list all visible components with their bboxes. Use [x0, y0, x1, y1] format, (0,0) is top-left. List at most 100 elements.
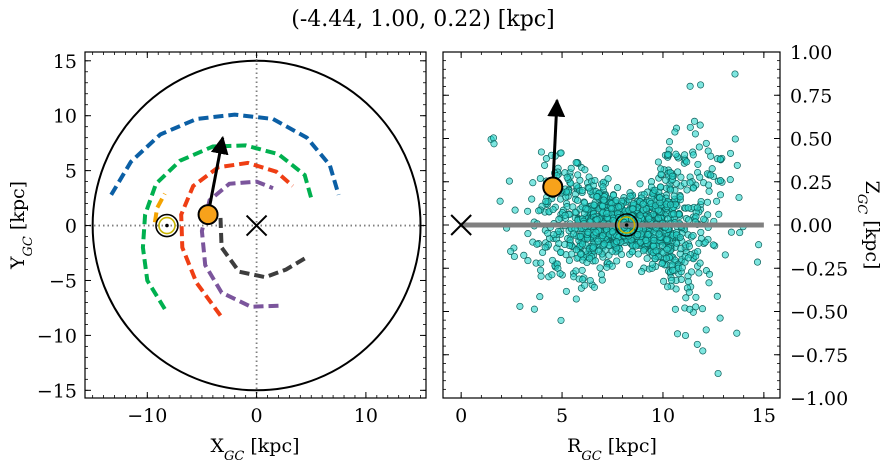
right-ticks: 0 5 10 15 −1.00 −0.75 −0.50 −0.25 0.00 0.25 0.50 0.…: [443, 42, 848, 427]
y-tick-label: −0.25: [790, 258, 848, 280]
scatter-point: [590, 283, 598, 291]
left-axes-frame: [84, 51, 427, 399]
scatter-point: [695, 143, 703, 151]
scatter-point: [658, 260, 666, 268]
scatter-point: [613, 238, 621, 246]
right-x-axis-label: RGC [kpc]: [567, 435, 657, 464]
x-tick-label: 15: [752, 405, 776, 427]
scatter-point: [704, 147, 712, 155]
scatter-point: [536, 293, 544, 301]
scatter-point: [537, 266, 545, 274]
scatter-point: [529, 179, 537, 187]
scatter-point: [599, 183, 607, 191]
scatter-point: [628, 248, 636, 256]
y-tick-label: −5: [49, 270, 77, 292]
scatter-point: [684, 204, 692, 212]
scatter-point: [580, 199, 589, 207]
scatter-point: [572, 267, 580, 275]
scatter-point: [686, 305, 694, 313]
scatter-point: [662, 254, 670, 262]
scatter-point: [601, 164, 610, 173]
x-tick-label: 0: [251, 405, 263, 427]
scatter-point: [691, 130, 699, 138]
left-plot-area: [85, 52, 426, 398]
scatter-point: [677, 173, 685, 181]
scatter-point: [524, 257, 532, 265]
scatter-point: [639, 247, 648, 255]
scatter-point: [626, 192, 634, 200]
scatter-point: [687, 268, 696, 276]
scatter-point: [578, 266, 586, 274]
scatter-point: [699, 347, 707, 355]
velocity-arrow: [206, 135, 229, 215]
scatter-point: [541, 243, 549, 251]
scatter-point: [574, 196, 582, 205]
scatter-point: [727, 228, 735, 236]
scatter-point: [697, 197, 705, 206]
scatter-point: [603, 209, 611, 217]
scatter-point: [654, 158, 662, 166]
scatter-point: [576, 232, 584, 240]
y-tick-label: 0.00: [790, 215, 832, 237]
scatter-point: [669, 266, 677, 274]
scatter-point: [686, 123, 694, 131]
scatter-point: [671, 128, 679, 136]
scatter-point: [660, 277, 668, 285]
scatter-point: [636, 211, 644, 219]
scatter-point: [658, 241, 666, 249]
scatter-point: [716, 177, 725, 185]
scatter-point: [586, 254, 594, 262]
scatter-point: [561, 240, 569, 249]
scatter-point: [581, 281, 589, 289]
spiral-arm-line: [140, 143, 314, 311]
scatter-point: [562, 287, 570, 295]
scatter-point: [645, 215, 653, 223]
scatter-point: [595, 247, 603, 255]
sun-marker-dot: [165, 223, 169, 228]
scatter-point: [592, 228, 600, 236]
scatter-point: [535, 207, 543, 215]
spiral-arm-line: [199, 179, 279, 309]
scatter-point: [733, 329, 741, 337]
scatter-point: [565, 256, 573, 265]
scatter-point: [677, 275, 685, 284]
scatter-point: [654, 214, 662, 222]
scatter-point: [674, 168, 682, 176]
scatter-point: [708, 165, 716, 173]
scatter-point: [639, 200, 647, 208]
scatter-point: [537, 272, 545, 280]
scatter-point: [689, 232, 697, 240]
scatter-point: [685, 242, 693, 250]
scatter-point: [608, 228, 616, 236]
scatter-point: [676, 193, 684, 201]
y-tick-label: 0: [65, 216, 77, 238]
scatter-point: [731, 70, 739, 78]
scatter-point: [542, 155, 550, 163]
spiral-arm-line: [218, 217, 306, 280]
scatter-point: [673, 330, 682, 338]
scatter-point: [716, 155, 724, 163]
scatter-point: [577, 250, 585, 258]
scatter-point: [693, 340, 701, 348]
scatter-point: [593, 193, 601, 201]
scatter-point: [550, 230, 558, 239]
scatter-point: [656, 183, 665, 191]
scatter-point: [569, 230, 577, 238]
x-tick-label: 10: [354, 405, 378, 427]
scatter-point: [696, 121, 704, 129]
scatter-point: [663, 235, 671, 244]
sun-marker-dot: [624, 223, 629, 227]
scatter-point: [650, 236, 658, 244]
scatter-point: [686, 82, 694, 90]
scatter-point: [537, 148, 545, 156]
scatter-point: [733, 161, 741, 169]
scatter-point: [572, 159, 580, 167]
scatter-point: [657, 165, 665, 173]
scatter-point: [643, 254, 651, 263]
left-ticks: −10 0 10 −15 −10 −5 0 5 10 15: [37, 51, 426, 427]
scatter-point: [689, 184, 697, 192]
scatter-point: [705, 270, 714, 278]
target-star-marker: [542, 176, 564, 198]
scatter-point: [597, 270, 606, 279]
scatter-point: [709, 241, 717, 249]
